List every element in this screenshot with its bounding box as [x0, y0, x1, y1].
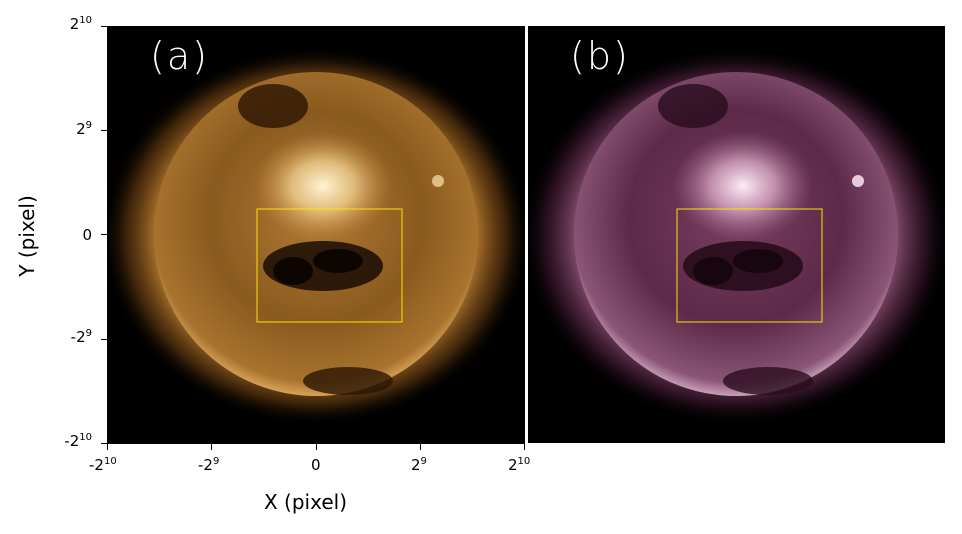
y-axis-line: [107, 26, 108, 444]
x-tick-label-3: 29: [411, 456, 427, 474]
y-tick-label-3: -29: [70, 328, 92, 346]
sun-image-panel-a: (a): [108, 26, 525, 443]
x-tick-0: [107, 444, 108, 450]
y-tick-4: [101, 443, 107, 444]
y-tick-label-4: -210: [64, 432, 92, 450]
x-tick-label-0: -210: [89, 456, 117, 474]
panel-label-a: (a): [150, 34, 209, 78]
region-box-a: [256, 208, 403, 323]
y-tick-label-1: 29: [76, 120, 92, 138]
x-tick-label-4: 210: [508, 456, 531, 474]
y-tick-1: [101, 130, 107, 131]
x-tick-2: [316, 444, 317, 450]
y-tick-3: [101, 339, 107, 340]
x-tick-label-2: 0: [311, 456, 321, 474]
x-tick-4: [524, 444, 525, 450]
sun-disk-image-a: [108, 46, 525, 426]
sun-disk-image-b: [528, 46, 945, 426]
x-tick-1: [211, 444, 212, 450]
sun-image-panel-b: (b): [528, 26, 945, 443]
x-axis-line: [107, 443, 525, 444]
region-box-b: [676, 208, 823, 323]
y-tick-label-0: 210: [69, 15, 92, 33]
y-axis-title: Y (pixel): [14, 195, 39, 277]
x-tick-label-1: -29: [198, 456, 220, 474]
x-axis-title: X (pixel): [264, 490, 347, 514]
y-tick-0: [101, 26, 107, 27]
panel-label-b: (b): [570, 34, 630, 78]
x-tick-3: [420, 444, 421, 450]
y-tick-label-2: 0: [82, 226, 92, 244]
y-tick-2: [101, 234, 107, 235]
